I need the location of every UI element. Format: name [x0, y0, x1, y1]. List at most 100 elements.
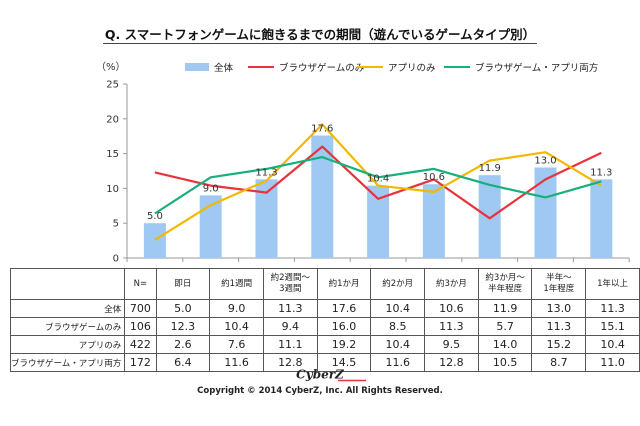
table-cell: 11.3	[585, 299, 640, 318]
chart-title-text: Q. スマートフォンゲームに飽きるまでの期間（遊んでいるゲームタイプ別）	[102, 27, 538, 44]
table-header-cell: 約3か月	[424, 268, 479, 300]
table-cell: 7.6	[209, 335, 264, 354]
table-cell: 17.6	[316, 299, 372, 318]
y-tick-label: 25	[106, 80, 119, 91]
bar-value-label: 13.0	[534, 156, 556, 167]
legend-label-both: ブラウザゲーム・アプリ両方	[475, 63, 599, 74]
table-cell: 11.0	[585, 353, 640, 372]
table-cell: 9.4	[262, 317, 318, 336]
logo-text: CyberZ	[296, 368, 345, 382]
table-cell: 5.0	[155, 299, 211, 318]
bar-約2週間～3週間	[255, 179, 278, 258]
bar-value-label: 11.9	[479, 163, 501, 174]
table-cell: 12.3	[155, 317, 211, 336]
table-header-cell: 約1か月	[316, 268, 372, 300]
legend: 全体 ブラウザゲームのみ アプリのみ ブラウザゲーム・アプリ両方	[0, 60, 640, 76]
y-tick-label: 10	[106, 184, 119, 195]
table-header-cell: 約2か月	[370, 268, 426, 300]
table-cell: 11.1	[262, 335, 318, 354]
table-row-label: 全体	[9, 299, 126, 318]
bar-value-label: 10.6	[423, 172, 445, 183]
y-unit-label: （%）	[96, 62, 126, 73]
table-cell: 6.4	[155, 353, 211, 372]
bar-value-label: 11.3	[590, 167, 612, 178]
table-cell: 11.9	[477, 299, 533, 318]
data-labels: 5.0 9.0 11.3 17.6 10.4 10.6 11.9 13.0 11.3	[147, 124, 612, 223]
data-table: N= 即日 約1週間 約2週間～ 3週間 約1か月 約2か月 約3か月 約3か月～ 半年程度 半年～…	[9, 268, 640, 372]
legend-item-both: ブラウザゲーム・アプリ両方	[444, 60, 598, 74]
legend-item-app: アプリのみ	[357, 60, 436, 74]
y-tick-label: 15	[106, 149, 119, 160]
table-cell: 10.4	[370, 299, 426, 318]
line-browser-and-app	[154, 156, 602, 215]
table-header-cell: 半年～ 1年程度	[531, 268, 587, 300]
table-cell: 8.7	[531, 353, 587, 372]
bar-約3か月	[422, 184, 445, 258]
bar-value-label: 17.6	[311, 124, 333, 135]
table-row-n: 106	[124, 317, 157, 336]
table-cell: 14.0	[477, 335, 533, 354]
legend-label-app: アプリのみ	[388, 63, 436, 74]
legend-item-browser: ブラウザゲームのみ	[248, 60, 364, 74]
table-cell: 8.5	[370, 317, 426, 336]
bar-value-label: 9.0	[203, 183, 219, 194]
table-cell: 10.4	[209, 317, 264, 336]
table-header-cell: 約3か月～ 半年程度	[477, 268, 533, 300]
table-cell: 19.2	[316, 335, 372, 354]
copyright-text: Copyright © 2014 CyberZ, Inc. All Rights…	[197, 386, 443, 396]
table-row-label: ブラウザゲームのみ	[9, 317, 126, 336]
table-cell: 11.3	[424, 317, 479, 336]
table-header-cell: 約1週間	[209, 268, 264, 300]
table-cell: 15.1	[585, 317, 640, 336]
table-header-cell: 約2週間～ 3週間	[262, 268, 318, 300]
table-cell: 5.7	[477, 317, 533, 336]
table-cell: 11.6	[370, 353, 426, 372]
table-cell: 15.2	[531, 335, 587, 354]
line-app-only	[154, 123, 602, 241]
table-corner-cell	[9, 268, 126, 300]
bar-約1か月	[311, 135, 334, 258]
chart-plot: 0 5 10 15 20 25 5.0 9.0 11.3 17.6 10.4 10.6 11.9 13.…	[106, 80, 630, 265]
bar-約2か月	[367, 185, 390, 258]
table-cell: 9.5	[424, 335, 479, 354]
legend-swatch-app	[357, 66, 383, 68]
table-row-n: 700	[124, 299, 157, 318]
legend-swatch-browser	[248, 66, 274, 68]
legend-label-all: 全体	[214, 63, 234, 74]
table-row: ブラウザゲーム・アプリ両方 172 6.4 11.6 12.8 14.5 11.6 12.8 1…	[9, 353, 640, 372]
table-row-n: 172	[124, 353, 157, 372]
table-header-row: N= 即日 約1週間 約2週間～ 3週間 約1か月 約2か月 約3か月 約3か月～ 半年程度 半年～…	[9, 268, 640, 300]
table-cell: 10.4	[370, 335, 426, 354]
table-cell: 10.5	[477, 353, 533, 372]
line-series-group	[154, 123, 602, 241]
bar-即日	[143, 223, 166, 258]
bar-約3か月～半年程度	[478, 175, 501, 258]
legend-swatch-all	[185, 63, 209, 71]
table-cell: 11.3	[531, 317, 587, 336]
bar-1年以上	[590, 179, 613, 258]
bar-value-label: 5.0	[147, 211, 163, 222]
table-row: アプリのみ 422 2.6 7.6 11.1 19.2 10.4 9.5 14.0 15.2 10.…	[9, 335, 640, 354]
table-header-n: N=	[124, 268, 157, 300]
bar-value-label: 11.3	[255, 167, 277, 178]
y-tick-label: 20	[106, 114, 119, 125]
bar-半年～1年程度	[534, 167, 557, 258]
table-row: ブラウザゲームのみ 106 12.3 10.4 9.4 16.0 8.5 11.3 5.7 11.…	[9, 317, 640, 336]
table-cell: 2.6	[155, 335, 211, 354]
table-cell: 10.4	[585, 335, 640, 354]
chart-title: Q. スマートフォンゲームに飽きるまでの期間（遊んでいるゲームタイプ別）	[0, 24, 640, 44]
table-header-cell: 1年以上	[585, 268, 640, 300]
cyberz-logo: CyberZ	[296, 368, 366, 382]
y-tick-label: 5	[113, 219, 119, 230]
legend-item-all: 全体	[185, 60, 233, 74]
bar-series	[143, 135, 613, 258]
table-row: 全体 700 5.0 9.0 11.3 17.6 10.4 10.6 11.9 13.0 11.3	[9, 299, 640, 318]
bar-value-label: 10.4	[367, 174, 389, 185]
table-cell: 11.3	[262, 299, 318, 318]
legend-swatch-both	[444, 66, 470, 68]
table-cell: 16.0	[316, 317, 372, 336]
table-cell: 9.0	[209, 299, 264, 318]
table-row-label: アプリのみ	[9, 335, 126, 354]
y-tick-label: 0	[113, 254, 119, 265]
table-row-n: 422	[124, 335, 157, 354]
